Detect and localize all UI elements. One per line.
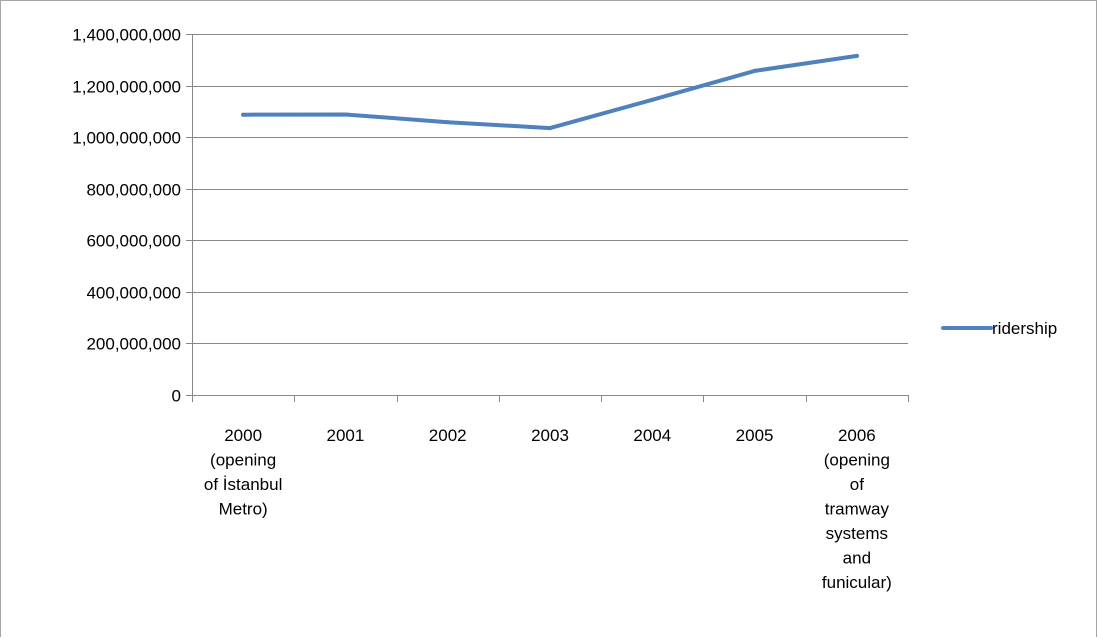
y-tick-label: 200,000,000: [86, 335, 181, 354]
series-line-ridership: [241, 53, 859, 131]
data-point: [241, 112, 246, 117]
series-lines: [241, 53, 859, 131]
legend-label-ridership: ridership: [992, 319, 1057, 338]
y-tick-label: 1,400,000,000: [72, 26, 181, 45]
data-point: [650, 97, 655, 102]
y-tick-label: 1,000,000,000: [72, 129, 181, 148]
data-point: [445, 120, 450, 125]
x-tick-label: 2005: [736, 426, 774, 445]
axes: [186, 34, 909, 402]
x-tick-label: 2006 (opening of tramway systems and funicular…: [822, 426, 892, 592]
y-tick-label: 0: [172, 387, 181, 406]
x-tick-label: 2003: [531, 426, 569, 445]
x-tick-label-line: and: [843, 549, 871, 568]
data-point: [752, 68, 757, 73]
x-tick-label-line: (opening: [824, 451, 890, 470]
x-tick-label: 2002: [429, 426, 467, 445]
x-tick-label-line: funicular): [822, 573, 892, 592]
x-tick-label-line: 2001: [327, 426, 365, 445]
data-point: [343, 112, 348, 117]
legend: ridership: [941, 319, 1057, 338]
y-tick-label: 1,200,000,000: [72, 78, 181, 97]
x-tick-label-line: 2004: [633, 426, 671, 445]
y-axis-tick-labels: 0 200,000,000 400,000,000 600,000,000 800,00…: [72, 26, 181, 406]
x-tick-label-line: tramway: [825, 500, 890, 519]
x-tick-label-line: of: [850, 475, 864, 494]
y-tick-label: 600,000,000: [86, 232, 181, 251]
x-tick-label-line: Metro): [219, 500, 268, 519]
x-tick-label-line: 2002: [429, 426, 467, 445]
x-tick-label-line: systems: [826, 524, 888, 543]
x-tick-label: 2000 (opening of İstanbul Metro): [204, 426, 282, 519]
x-axis-tick-labels: 2000 (opening of İstanbul Metro) 2001 2002 200…: [204, 426, 892, 592]
y-tick-label: 800,000,000: [86, 181, 181, 200]
y-tick-label: 400,000,000: [86, 284, 181, 303]
x-tick-label: 2001: [327, 426, 365, 445]
x-tick-label-line: 2000: [224, 426, 262, 445]
gridlines: [192, 34, 908, 344]
x-tick-label-line: (opening: [210, 451, 276, 470]
data-point: [548, 126, 552, 131]
data-point: [854, 53, 859, 58]
x-tick-label-line: 2005: [736, 426, 774, 445]
x-tick-label-line: of İstanbul: [204, 475, 282, 494]
x-tick-label-line: 2003: [531, 426, 569, 445]
x-tick-label-line: 2006: [838, 426, 876, 445]
x-tick-label: 2004: [633, 426, 671, 445]
